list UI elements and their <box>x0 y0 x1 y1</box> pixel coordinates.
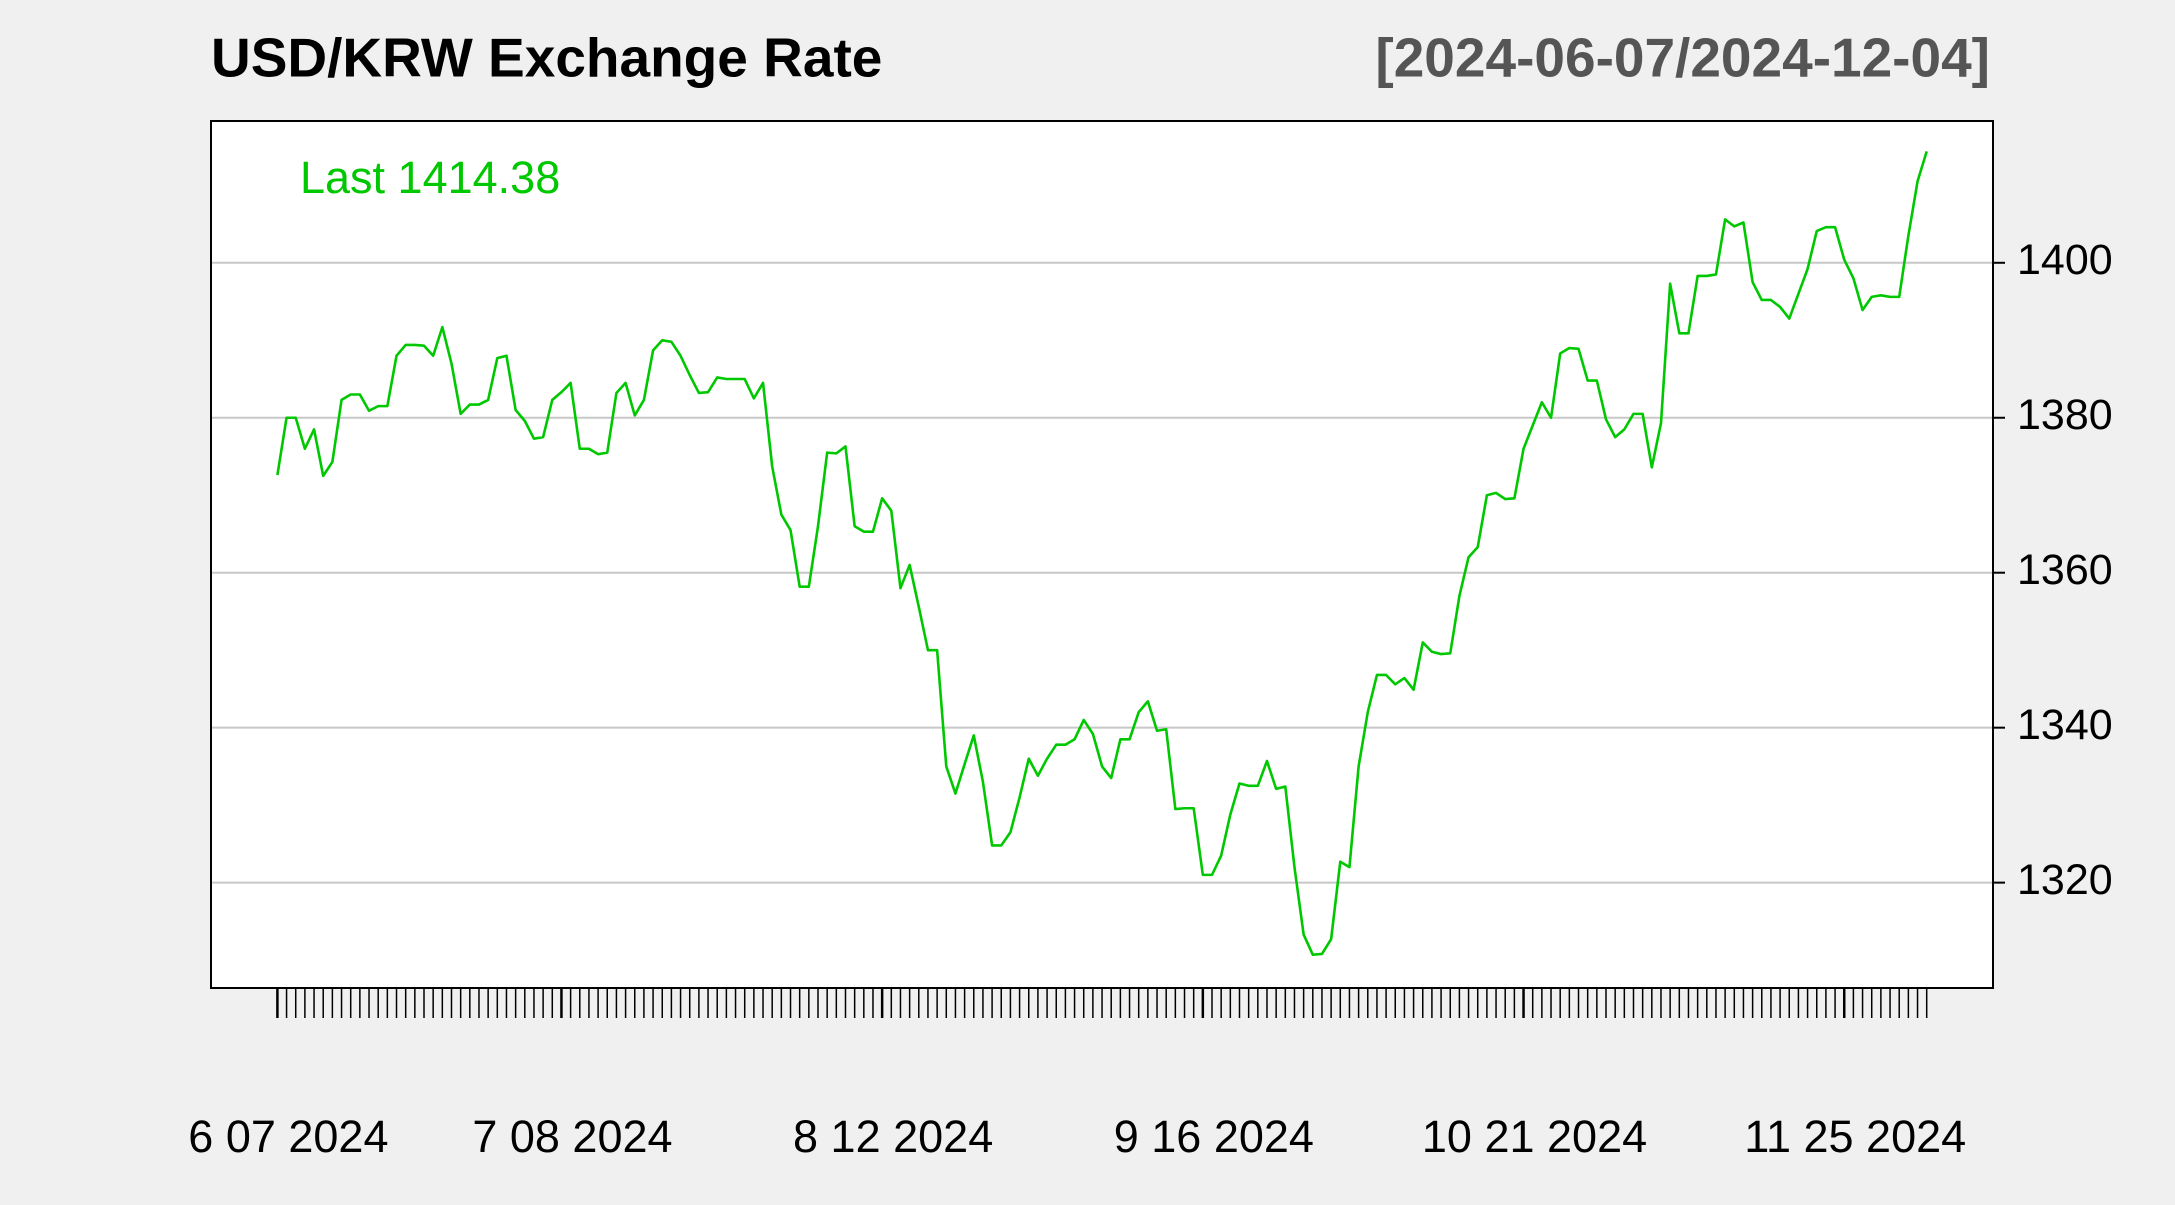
x-tick-label: 6 07 2024 <box>188 1111 388 1162</box>
x-tick-label: 9 16 2024 <box>1114 1111 1314 1162</box>
y-tick-label: 1360 <box>2017 546 2113 594</box>
y-tick-label: 1380 <box>2017 391 2113 439</box>
chart-subtitle: [2024-06-07/2024-12-04] <box>1375 27 1990 89</box>
annotation: Last 1414.38 <box>300 152 560 203</box>
y-tick-label: 1400 <box>2017 236 2113 284</box>
x-tick-label: 10 21 2024 <box>1422 1111 1647 1162</box>
y-tick-label: 1320 <box>2017 856 2113 904</box>
chart-title: USD/KRW Exchange Rate <box>211 27 882 89</box>
y-tick-label: 1340 <box>2017 701 2113 749</box>
x-tick-label: 8 12 2024 <box>793 1111 993 1162</box>
x-tick-label: 7 08 2024 <box>472 1111 672 1162</box>
data-line <box>276 150 1928 956</box>
x-tick-label: 11 25 2024 <box>1744 1111 1966 1162</box>
plot-area <box>211 121 1993 988</box>
